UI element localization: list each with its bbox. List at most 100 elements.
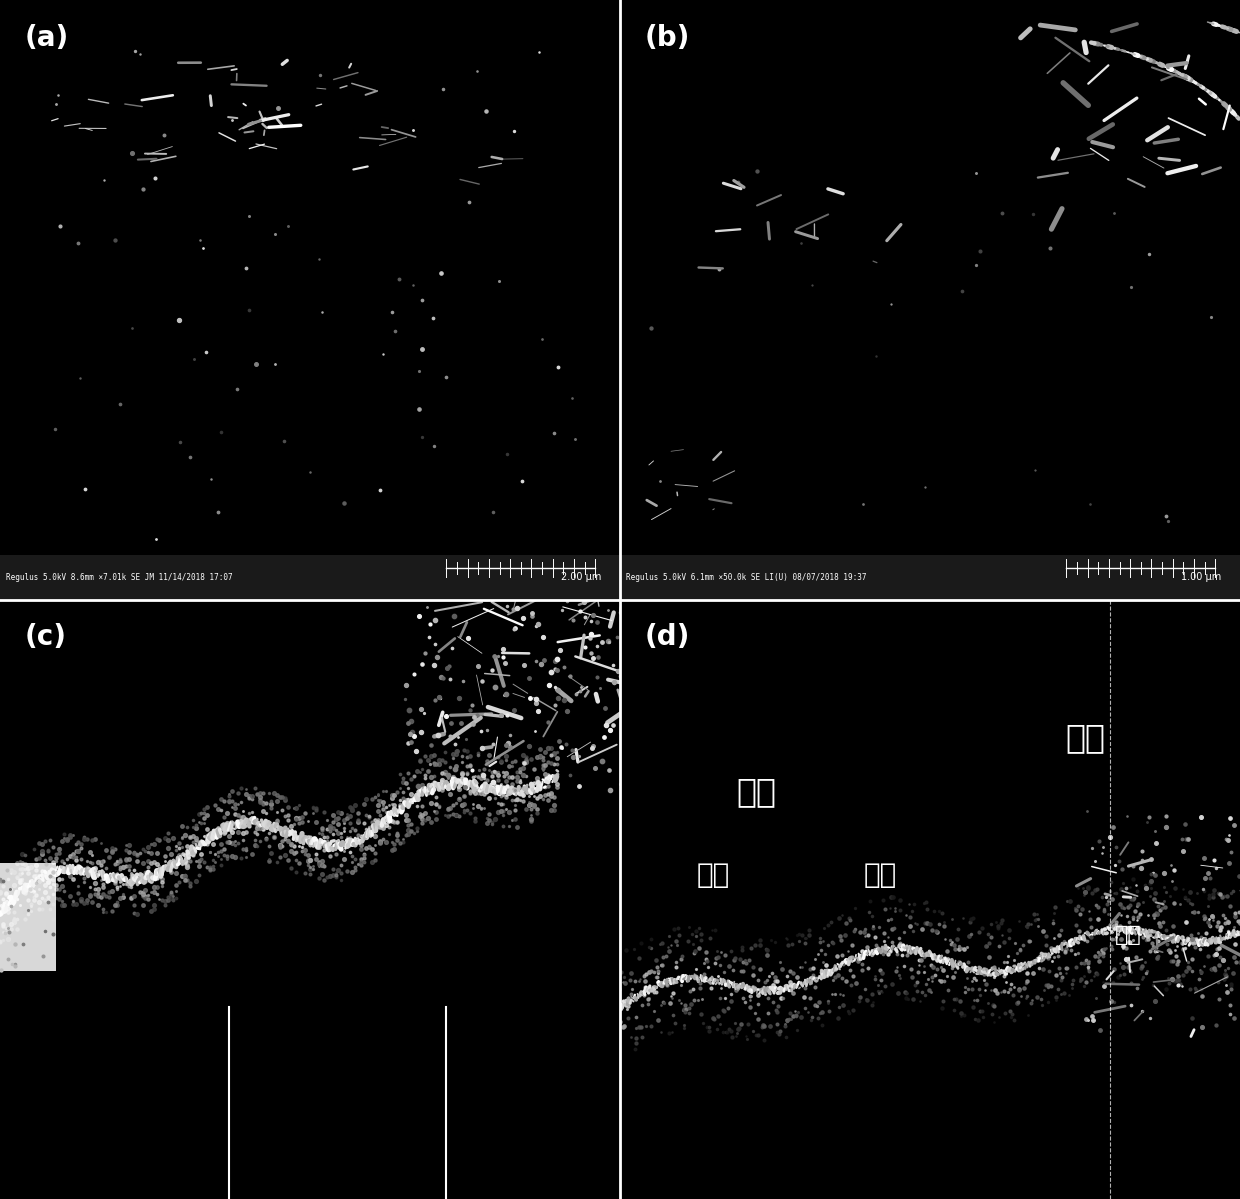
Point	[634, 966, 653, 986]
Point	[956, 962, 976, 981]
Point	[331, 870, 351, 890]
Point	[689, 918, 709, 938]
Point	[489, 747, 508, 766]
Point	[227, 380, 247, 399]
Point	[1043, 914, 1063, 933]
Point	[706, 948, 725, 968]
Point	[527, 693, 547, 712]
Point	[884, 898, 904, 917]
Point	[371, 791, 391, 811]
Point	[180, 873, 200, 892]
Point	[68, 842, 88, 861]
Point	[1192, 808, 1211, 827]
Point	[236, 848, 255, 867]
Point	[211, 849, 231, 868]
Point	[275, 790, 295, 809]
Point	[275, 825, 295, 844]
Point	[1204, 850, 1224, 869]
Point	[404, 789, 424, 808]
Point	[816, 956, 836, 975]
Point	[930, 902, 950, 921]
Point	[890, 891, 910, 910]
Point	[708, 966, 728, 986]
Point	[289, 830, 309, 849]
Point	[983, 996, 1003, 1016]
Point	[268, 98, 288, 118]
Point	[1038, 975, 1058, 994]
Point	[1216, 886, 1236, 905]
Point	[1079, 1011, 1099, 1030]
Point	[429, 688, 449, 707]
Point	[580, 628, 600, 647]
Point	[740, 987, 760, 1006]
Point	[66, 848, 86, 867]
Point	[812, 932, 832, 951]
Point	[410, 722, 430, 741]
Point	[436, 706, 456, 725]
Point	[449, 807, 469, 826]
Point	[1118, 898, 1138, 917]
Point	[1145, 891, 1164, 910]
Point	[1099, 904, 1118, 923]
Point	[46, 849, 66, 868]
Point	[667, 935, 687, 954]
Point	[295, 863, 315, 882]
Point	[810, 1004, 830, 1023]
Point	[1042, 938, 1061, 957]
Point	[99, 868, 119, 887]
Point	[429, 796, 449, 815]
Point	[409, 751, 429, 770]
Point	[222, 110, 242, 129]
Point	[451, 764, 471, 783]
Point	[946, 989, 966, 1008]
Point	[482, 763, 502, 782]
Point	[874, 923, 894, 942]
Point	[1081, 838, 1101, 857]
Point	[500, 782, 520, 801]
Point	[208, 823, 228, 842]
Point	[715, 988, 735, 1007]
Point	[1007, 993, 1027, 1012]
Point	[533, 751, 553, 770]
Point	[155, 846, 175, 866]
Point	[923, 968, 942, 987]
Point	[921, 956, 941, 975]
Point	[186, 872, 206, 891]
Point	[870, 981, 890, 1000]
Point	[621, 703, 641, 722]
Point	[345, 820, 365, 839]
Point	[708, 947, 728, 966]
Point	[413, 759, 433, 778]
Point	[1084, 966, 1104, 986]
Point	[1121, 974, 1141, 993]
Point	[0, 887, 19, 906]
Point	[270, 837, 290, 856]
Point	[133, 886, 153, 905]
Point	[371, 481, 391, 500]
Point	[489, 766, 508, 785]
Point	[820, 1001, 839, 1020]
Point	[618, 1000, 637, 1019]
Point	[255, 817, 275, 836]
Point	[1038, 993, 1058, 1012]
Point	[342, 852, 362, 872]
Point	[30, 892, 50, 911]
Point	[863, 917, 883, 936]
Point	[972, 1001, 992, 1020]
Point	[135, 888, 155, 908]
Point	[546, 695, 565, 715]
Point	[275, 807, 295, 826]
Point	[166, 875, 186, 894]
Point	[391, 797, 410, 817]
Point	[1147, 904, 1167, 923]
Point	[1021, 915, 1040, 934]
Point	[248, 837, 268, 856]
Point	[146, 829, 166, 848]
Point	[1189, 969, 1209, 988]
Point	[1120, 933, 1140, 952]
Point	[1017, 917, 1037, 936]
Point	[231, 808, 250, 827]
Point	[529, 787, 549, 806]
Point	[1172, 933, 1192, 952]
Point	[1224, 947, 1240, 966]
